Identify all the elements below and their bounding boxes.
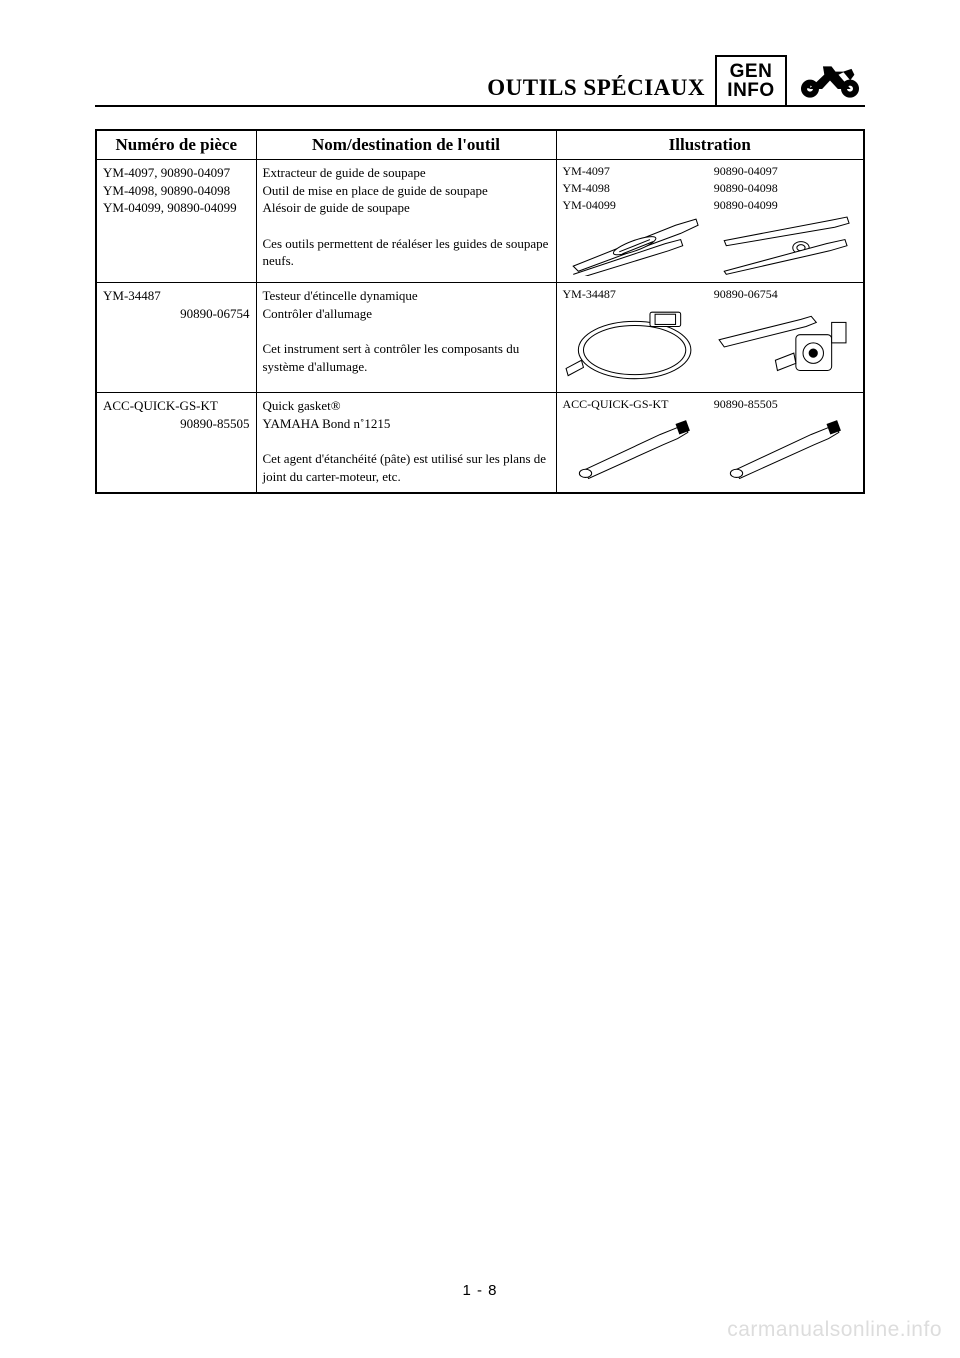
motorcycle-icon bbox=[795, 55, 865, 105]
table-header-row: Numéro de pièce Nom/destination de l'out… bbox=[96, 130, 864, 160]
tool-name: Extracteur de guide de soupape bbox=[263, 164, 550, 182]
tool-name: Testeur d'étincelle dynamique bbox=[263, 287, 550, 305]
illus-label: YM-4098 bbox=[563, 181, 706, 196]
page-number: 1 - 8 bbox=[0, 1282, 960, 1299]
tool-name: Quick gasket® bbox=[263, 397, 550, 415]
cell-part: ACC-QUICK-GS-KT 90890-85505 bbox=[96, 393, 256, 493]
cell-name: Extracteur de guide de soupape Outil de … bbox=[256, 160, 556, 283]
valve-guide-tools-icon bbox=[714, 215, 857, 276]
tools-table: Numéro de pièce Nom/destination de l'out… bbox=[95, 129, 865, 494]
ignition-checker-icon bbox=[714, 304, 857, 386]
illus-label: YM-34487 bbox=[563, 287, 706, 302]
part-number: YM-04099, 90890-04099 bbox=[103, 199, 250, 217]
illus-label: ACC-QUICK-GS-KT bbox=[563, 397, 706, 412]
part-number: ACC-QUICK-GS-KT bbox=[103, 397, 250, 415]
part-number: YM-4098, 90890-04098 bbox=[103, 182, 250, 200]
table-row: YM-4097, 90890-04097 YM-4098, 90890-0409… bbox=[96, 160, 864, 283]
valve-guide-tools-icon bbox=[563, 215, 706, 276]
tool-description: Ces outils permettent de réaléser les gu… bbox=[263, 235, 550, 270]
cell-name: Testeur d'étincelle dynamique Contrôler … bbox=[256, 283, 556, 393]
cell-illus: YM-34487 bbox=[556, 283, 864, 393]
illus-label: 90890-04097 bbox=[714, 164, 857, 179]
tool-name: Contrôler d'allumage bbox=[263, 305, 550, 323]
illus-label: 90890-04099 bbox=[714, 198, 857, 213]
tool-description: Cet instrument sert à contrôler les comp… bbox=[263, 340, 550, 375]
tool-name: Alésoir de guide de soupape bbox=[263, 199, 550, 217]
col-header-name: Nom/destination de l'outil bbox=[256, 130, 556, 160]
part-number: 90890-85505 bbox=[103, 415, 250, 433]
section-title: OUTILS SPÉCIAUX bbox=[487, 75, 705, 105]
cell-illus: ACC-QUICK-GS-KT 90890-85505 bbox=[556, 393, 864, 493]
motorcycle-icon-svg bbox=[796, 60, 864, 100]
illus-label: YM-04099 bbox=[563, 198, 706, 213]
illus-label: 90890-85505 bbox=[714, 397, 857, 412]
tool-name: YAMAHA Bond n˚1215 bbox=[263, 415, 550, 433]
gen-label: GEN bbox=[730, 62, 773, 81]
gasket-tube-icon bbox=[563, 414, 706, 486]
col-header-part: Numéro de pièce bbox=[96, 130, 256, 160]
part-number: 90890-06754 bbox=[103, 305, 250, 323]
part-number: YM-4097, 90890-04097 bbox=[103, 164, 250, 182]
cell-part: YM-34487 90890-06754 bbox=[96, 283, 256, 393]
illus-label: YM-4097 bbox=[563, 164, 706, 179]
watermark: carmanualsonline.info bbox=[727, 1318, 942, 1342]
cell-illus: YM-4097 YM-4098 YM-04099 bbox=[556, 160, 864, 283]
page-header: OUTILS SPÉCIAUX GEN INFO bbox=[95, 55, 865, 107]
col-header-illus: Illustration bbox=[556, 130, 864, 160]
gasket-tube-icon bbox=[714, 414, 857, 486]
tool-name: Outil de mise en place de guide de soupa… bbox=[263, 182, 550, 200]
table-row: ACC-QUICK-GS-KT 90890-85505 Quick gasket… bbox=[96, 393, 864, 493]
cell-name: Quick gasket® YAMAHA Bond n˚1215 Cet age… bbox=[256, 393, 556, 493]
part-number: YM-34487 bbox=[103, 287, 250, 305]
info-label: INFO bbox=[727, 81, 774, 100]
table-row: YM-34487 90890-06754 Testeur d'étincelle… bbox=[96, 283, 864, 393]
page-content: OUTILS SPÉCIAUX GEN INFO bbox=[95, 55, 865, 494]
illus-label: 90890-06754 bbox=[714, 287, 857, 302]
spark-tester-icon bbox=[563, 304, 706, 386]
illus-label: 90890-04098 bbox=[714, 181, 857, 196]
cell-part: YM-4097, 90890-04097 YM-4098, 90890-0409… bbox=[96, 160, 256, 283]
gen-info-badge: GEN INFO bbox=[715, 55, 787, 105]
tool-description: Cet agent d'étanchéité (pâte) est utilis… bbox=[263, 450, 550, 485]
